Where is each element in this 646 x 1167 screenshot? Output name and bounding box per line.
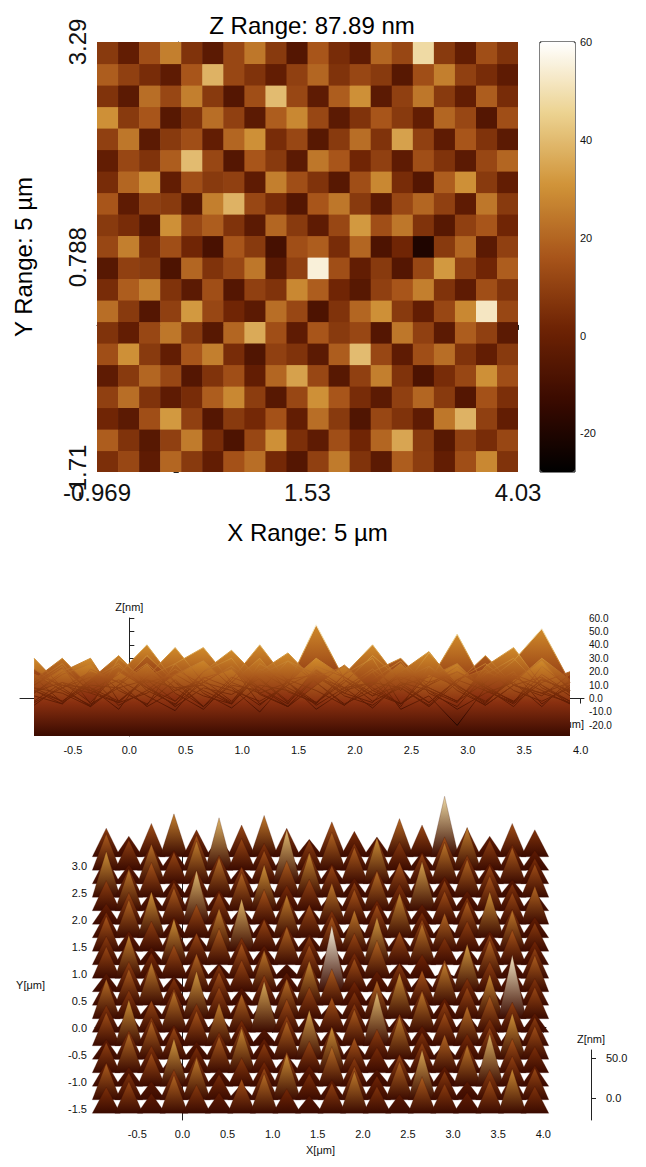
svg-text:Z[nm]: Z[nm] — [577, 1033, 605, 1045]
svg-text:10.0: 10.0 — [589, 680, 609, 691]
svg-text:50.0: 50.0 — [606, 1052, 627, 1064]
svg-text:0.0: 0.0 — [72, 1022, 87, 1034]
svg-text:0.788: 0.788 — [64, 227, 91, 287]
svg-text:X[μm]: X[μm] — [306, 1144, 335, 1156]
svg-text:Z Range: 87.89 nm: Z Range: 87.89 nm — [209, 12, 414, 39]
svg-text:Y[μm]: Y[μm] — [16, 979, 45, 991]
svg-text:-0.5: -0.5 — [128, 1128, 147, 1140]
svg-text:-0.5: -0.5 — [63, 744, 82, 756]
svg-text:0.0: 0.0 — [589, 693, 603, 704]
svg-text:0.5: 0.5 — [220, 1128, 235, 1140]
svg-text:0.0: 0.0 — [175, 1128, 190, 1140]
svg-text:30.0: 30.0 — [589, 653, 609, 664]
svg-text:20.0: 20.0 — [589, 666, 609, 677]
svg-text:60: 60 — [580, 36, 592, 48]
svg-text:0.0: 0.0 — [122, 744, 137, 756]
svg-text:1.53: 1.53 — [284, 479, 331, 506]
svg-text:-1.71: -1.71 — [63, 444, 91, 500]
svg-text:60.0: 60.0 — [589, 613, 609, 624]
svg-text:-20.0: -20.0 — [589, 720, 612, 731]
svg-text:1.5: 1.5 — [310, 1128, 325, 1140]
svg-text:4.0: 4.0 — [573, 744, 588, 756]
svg-text:X Range: 5 µm: X Range: 5 µm — [227, 519, 388, 546]
svg-text:Y Range: 5 µm: Y Range: 5 µm — [10, 177, 37, 337]
svg-text:-10.0: -10.0 — [589, 706, 612, 717]
svg-text:3.0: 3.0 — [72, 860, 87, 872]
svg-text:40: 40 — [580, 134, 592, 146]
svg-text:0.5: 0.5 — [178, 744, 193, 756]
svg-text:1.0: 1.0 — [234, 744, 249, 756]
svg-text:3.29: 3.29 — [64, 19, 91, 66]
svg-text:0: 0 — [580, 330, 586, 342]
svg-text:2.0: 2.0 — [72, 914, 87, 926]
svg-text:2.5: 2.5 — [404, 744, 419, 756]
svg-text:-0.969: -0.969 — [63, 479, 131, 506]
svg-text:4.0: 4.0 — [536, 1128, 551, 1140]
svg-text:1.5: 1.5 — [291, 744, 306, 756]
svg-text:1.0: 1.0 — [72, 968, 87, 980]
svg-text:40.0: 40.0 — [589, 639, 609, 650]
svg-text:2.0: 2.0 — [347, 744, 362, 756]
svg-text:-0.5: -0.5 — [68, 1049, 87, 1061]
svg-text:3.0: 3.0 — [445, 1128, 460, 1140]
svg-text:2.0: 2.0 — [355, 1128, 370, 1140]
svg-text:0.5: 0.5 — [72, 995, 87, 1007]
svg-text:3.0: 3.0 — [460, 744, 475, 756]
svg-text:3.5: 3.5 — [517, 744, 532, 756]
svg-text:3.5: 3.5 — [491, 1128, 506, 1140]
svg-text:-1.5: -1.5 — [68, 1103, 87, 1115]
svg-text:1.0: 1.0 — [265, 1128, 280, 1140]
svg-text:-20: -20 — [580, 427, 596, 439]
svg-text:2.5: 2.5 — [400, 1128, 415, 1140]
svg-text:2.5: 2.5 — [72, 887, 87, 899]
svg-text:1.5: 1.5 — [72, 941, 87, 953]
svg-text:4.03: 4.03 — [495, 479, 542, 506]
svg-text:20: 20 — [580, 232, 592, 244]
svg-text:-1.0: -1.0 — [68, 1076, 87, 1088]
svg-text:50.0: 50.0 — [589, 626, 609, 637]
svg-text:Z[nm]: Z[nm] — [115, 601, 143, 613]
svg-text:0.0: 0.0 — [606, 1092, 621, 1104]
